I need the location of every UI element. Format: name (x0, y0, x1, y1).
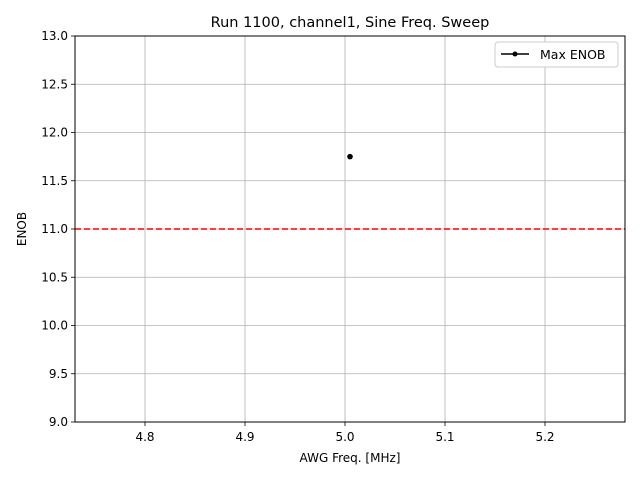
x-tick-label: 5.1 (435, 430, 454, 444)
x-tick-label: 4.9 (235, 430, 254, 444)
y-tick-label: 11.5 (41, 174, 68, 188)
y-tick-label: 12.0 (41, 126, 68, 140)
x-tick-label: 5.0 (335, 430, 354, 444)
y-tick-label: 10.5 (41, 270, 68, 284)
chart-title: Run 1100, channel1, Sine Freq. Sweep (211, 15, 490, 31)
legend-box (494, 41, 619, 68)
y-tick-label: 11.0 (41, 222, 68, 236)
x-tick-label: 4.8 (135, 430, 154, 444)
y-tick-label: 10.0 (41, 319, 68, 333)
x-axis-ticks: 4.8 4.9 5.0 5.1 5.2 (135, 422, 555, 444)
y-tick-label: 12.5 (41, 77, 68, 91)
x-tick-label: 5.2 (535, 430, 554, 444)
y-tick-label: 9.5 (49, 367, 68, 381)
y-axis-label: ENOB (15, 212, 29, 246)
series-layer (347, 153, 353, 160)
x-axis-label: AWG Freq. [MHz] (300, 451, 401, 465)
data-point-max-enob (347, 153, 353, 160)
y-tick-label: 13.0 (41, 29, 68, 43)
legend: Max ENOB (494, 41, 619, 68)
y-axis-ticks: 9.0 9.5 10.0 10.5 11.0 11.5 12.0 12.5 13.0 (41, 29, 75, 429)
legend-marker-sample (512, 51, 518, 57)
legend-label-max-enob: Max ENOB (540, 47, 605, 62)
y-tick-label: 9.0 (49, 415, 68, 429)
